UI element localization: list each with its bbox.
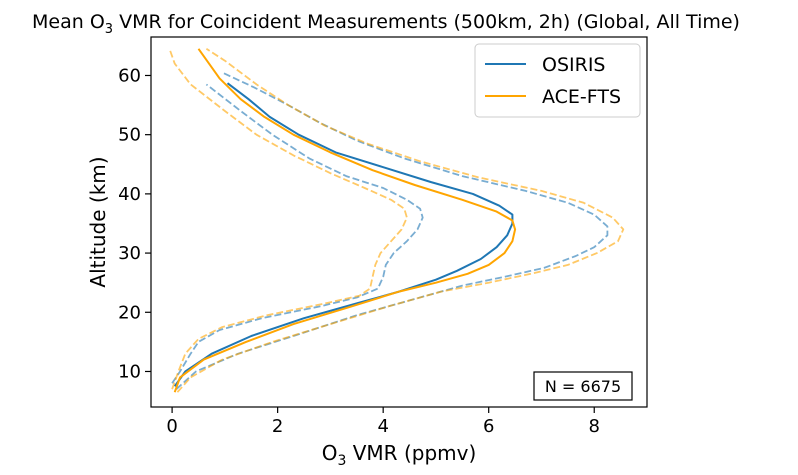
y-tick-label: 60 (118, 65, 141, 86)
series-line-0-mean (173, 82, 514, 387)
x-tick-label: 6 (483, 416, 494, 437)
legend-label-osiris: OSIRIS (542, 54, 606, 76)
count-annotation: N = 6675 (533, 371, 633, 401)
legend-box (474, 43, 641, 118)
y-tick-label: 20 (118, 302, 141, 323)
x-axis-label-suffix: VMR (ppmv) (346, 441, 476, 465)
y-tick-label: 40 (118, 184, 141, 205)
chart-title-subscript: 3 (105, 22, 113, 37)
series-line-3-mean (173, 48, 517, 393)
x-axis-label: O3 VMR (ppmv) (322, 441, 477, 469)
x-tick-label: 8 (589, 416, 600, 437)
legend: OSIRIS ACE-FTS (474, 43, 641, 118)
y-tick-label: 10 (118, 361, 141, 382)
y-axis-label: Altitude (km) (86, 156, 110, 287)
x-axis: 0 2 4 6 8 (166, 407, 600, 437)
series-line-1-dashed (171, 83, 424, 384)
legend-label-ace-fts: ACE-FTS (542, 86, 621, 108)
y-tick-label: 30 (118, 243, 141, 264)
x-tick-label: 4 (377, 416, 388, 437)
plot-frame (150, 36, 648, 408)
x-tick-label: 0 (166, 416, 177, 437)
count-annotation-text: N = 6675 (545, 377, 621, 396)
count-annotation-box (533, 371, 633, 401)
y-axis: 10 20 30 40 50 60 (118, 65, 151, 382)
plot-lines (168, 48, 625, 393)
chart-title-suffix: VMR for Coincident Measurements (500km, … (113, 11, 740, 33)
x-axis-label-subscript: 3 (337, 453, 346, 469)
series-line-4-dashed (168, 48, 408, 390)
y-tick-label: 50 (118, 125, 141, 146)
x-axis-label-prefix: O (322, 441, 338, 465)
series-line-5-dashed (176, 48, 625, 393)
chart-title: Mean O3 VMR for Coincident Measurements … (32, 11, 740, 37)
x-tick-label: 2 (272, 416, 283, 437)
chart-title-prefix: Mean O (32, 11, 105, 33)
